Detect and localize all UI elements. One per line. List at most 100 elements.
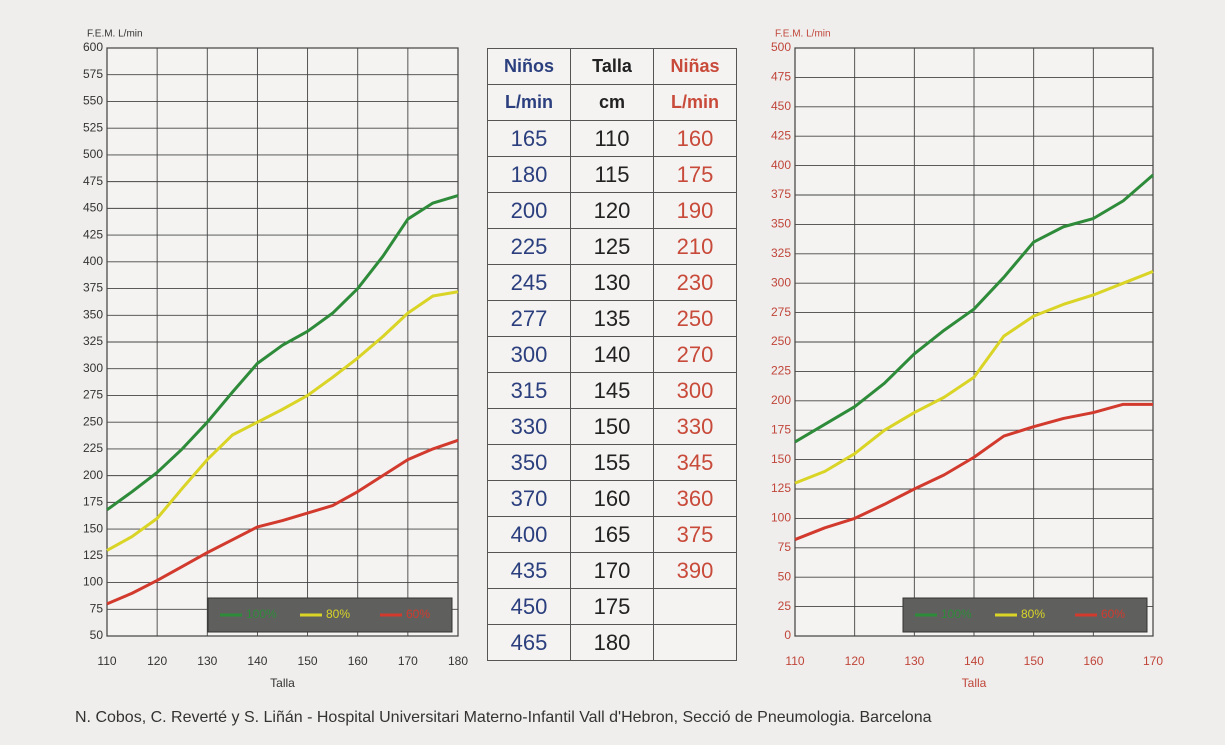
y-tick-label: 425: [83, 227, 103, 241]
table-cell: 435: [488, 553, 571, 589]
x-axis-label: Talla: [270, 676, 295, 690]
y-tick-label: 175: [771, 422, 791, 436]
y-tick-label: 600: [83, 40, 103, 54]
table-cell: 130: [571, 265, 654, 301]
footer: N. Cobos, C. Reverté y S. Liñán - Hospit…: [75, 709, 932, 727]
table-cell: 180: [571, 625, 654, 661]
x-tick-label: 150: [298, 654, 318, 668]
table-cell: 170: [571, 553, 654, 589]
table-cell: 200: [488, 193, 571, 229]
table-cell: 390: [654, 553, 737, 589]
table-cell: 345: [654, 445, 737, 481]
y-tick-label: 275: [771, 305, 791, 319]
table-cell: 115: [571, 157, 654, 193]
y-tick-label: 550: [83, 94, 103, 108]
x-tick-label: 170: [398, 654, 418, 668]
y-tick-label: 125: [83, 548, 103, 562]
table-row: 450175: [488, 589, 737, 625]
table-cell: Niñas: [654, 49, 737, 85]
table-row: 245130230: [488, 265, 737, 301]
table-cell: [654, 625, 737, 661]
y-tick-label: 225: [771, 364, 791, 378]
table-cell: 450: [488, 589, 571, 625]
table-cell: 350: [488, 445, 571, 481]
table-cell: 400: [488, 517, 571, 553]
table-cell: 210: [654, 229, 737, 265]
y-tick-label: 75: [778, 540, 792, 554]
y-tick-label: 525: [83, 120, 103, 134]
y-tick-label: 225: [83, 441, 103, 455]
legend-label: 80%: [326, 607, 350, 621]
y-tick-label: 425: [771, 128, 791, 142]
y-tick-label: 0: [784, 628, 791, 642]
table-cell: 165: [488, 121, 571, 157]
table-cell: 330: [654, 409, 737, 445]
table-cell: 190: [654, 193, 737, 229]
table-cell: 110: [571, 121, 654, 157]
table-cell: 375: [654, 517, 737, 553]
y-tick-label: 250: [771, 334, 791, 348]
y-tick-label: 175: [83, 495, 103, 509]
y-tick-label: 50: [778, 569, 792, 583]
x-tick-label: 120: [845, 654, 865, 668]
x-tick-label: 180: [448, 654, 468, 668]
table-row: 300140270: [488, 337, 737, 373]
y-tick-label: 500: [771, 40, 791, 54]
y-tick-label: 500: [83, 147, 103, 161]
legend-label: 60%: [1101, 607, 1125, 621]
table-cell: 155: [571, 445, 654, 481]
table-cell: L/min: [488, 85, 571, 121]
y-tick-label: 325: [83, 334, 103, 348]
table-cell: 180: [488, 157, 571, 193]
y-tick-label: 150: [771, 452, 791, 466]
table-cell: 160: [654, 121, 737, 157]
table-cell: 140: [571, 337, 654, 373]
table-cell: 465: [488, 625, 571, 661]
y-tick-label: 450: [771, 99, 791, 113]
table-cell: 277: [488, 301, 571, 337]
y-tick-label: 375: [83, 281, 103, 295]
y-tick-label: 400: [83, 254, 103, 268]
table-cell: 165: [571, 517, 654, 553]
y-tick-label: 200: [771, 393, 791, 407]
table-cell: 315: [488, 373, 571, 409]
x-tick-label: 140: [964, 654, 984, 668]
x-tick-label: 120: [147, 654, 167, 668]
table-cell: 230: [654, 265, 737, 301]
table-cell: 145: [571, 373, 654, 409]
table-cell: 245: [488, 265, 571, 301]
table-cell: 225: [488, 229, 571, 265]
y-tick-label: 300: [771, 275, 791, 289]
table-cell: Niños: [488, 49, 571, 85]
y-tick-label: 325: [771, 246, 791, 260]
table-cell: 300: [654, 373, 737, 409]
y-tick-label: 150: [83, 521, 103, 535]
table-cell: cm: [571, 85, 654, 121]
x-tick-label: 140: [247, 654, 267, 668]
x-tick-label: 130: [904, 654, 924, 668]
table-cell: 135: [571, 301, 654, 337]
x-tick-label: 170: [1143, 654, 1163, 668]
y-tick-label: 375: [771, 187, 791, 201]
x-tick-label: 160: [1083, 654, 1103, 668]
table-row: 277135250: [488, 301, 737, 337]
y-tick-label: 200: [83, 468, 103, 482]
x-tick-label: 110: [97, 654, 116, 668]
table-cell: 125: [571, 229, 654, 265]
y-axis-label: F.E.M. L/min: [775, 29, 831, 40]
table-cell: [654, 589, 737, 625]
y-tick-label: 300: [83, 361, 103, 375]
x-tick-label: 110: [785, 654, 804, 668]
y-tick-label: 350: [83, 307, 103, 321]
table-row: 330150330: [488, 409, 737, 445]
y-tick-label: 450: [83, 201, 103, 215]
